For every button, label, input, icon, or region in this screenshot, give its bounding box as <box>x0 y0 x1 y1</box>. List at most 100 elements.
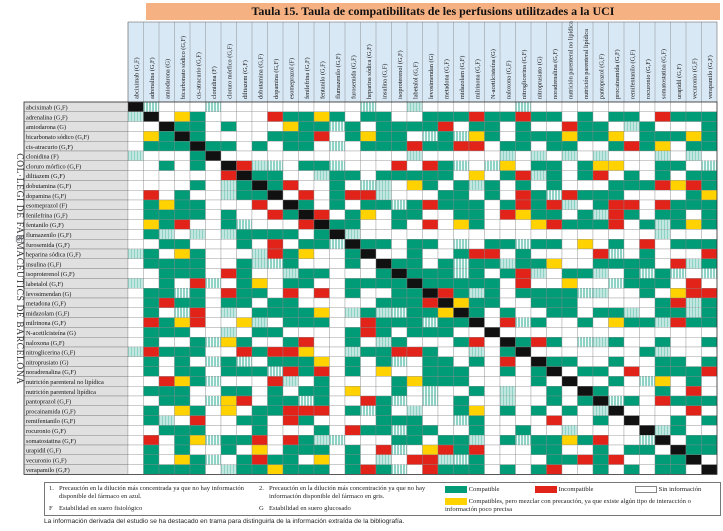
compatible-cell <box>530 376 547 387</box>
empty-cell <box>143 150 160 161</box>
empty-cell <box>546 248 563 259</box>
incompatible-cell <box>701 288 718 299</box>
compatible-cell <box>158 219 175 230</box>
empty-cell <box>530 425 547 436</box>
empty-cell <box>685 209 702 220</box>
empty-cell <box>375 101 392 112</box>
empty-cell <box>344 101 361 112</box>
empty-cell <box>484 366 501 377</box>
empty-cell <box>127 464 144 475</box>
empty-cell <box>298 425 315 436</box>
empty-cell <box>561 170 578 181</box>
compatible-cell <box>484 190 501 201</box>
empty-cell <box>484 454 501 465</box>
compatible-cell <box>298 141 315 152</box>
compatible-cell <box>267 405 284 416</box>
compatible-cell <box>267 229 284 240</box>
empty-cell <box>174 278 191 289</box>
incompatible-cell <box>360 327 377 338</box>
incompatible-cell <box>685 288 702 299</box>
compatible-cell <box>484 111 501 122</box>
compatible-cell <box>344 258 361 269</box>
compatible-cell <box>499 435 516 446</box>
compatible-cell <box>592 219 609 230</box>
compatible-cell <box>701 297 718 308</box>
compatible-cell <box>608 376 625 387</box>
compatible-cell <box>313 121 330 132</box>
compatible-cell <box>236 415 253 426</box>
compatible-cell <box>670 209 687 220</box>
compatible-cell <box>220 297 237 308</box>
compatible-cell <box>577 209 594 220</box>
empty-cell <box>422 101 439 112</box>
compatible-cell <box>189 297 206 308</box>
caution-cell <box>375 366 392 377</box>
empty-cell <box>592 297 609 308</box>
empty-cell <box>127 386 144 397</box>
caution-cell <box>437 307 454 318</box>
empty-cell <box>329 376 346 387</box>
compatible-cell <box>701 141 718 152</box>
empty-cell <box>360 435 377 446</box>
empty-cell <box>174 170 191 181</box>
compatible-cell <box>701 337 718 348</box>
row-label: metadona (G,F) <box>26 301 66 308</box>
empty-cell <box>639 190 656 201</box>
empty-cell <box>499 131 516 142</box>
compatible-cell <box>189 454 206 465</box>
empty-cell <box>499 278 516 289</box>
empty-cell <box>329 356 346 367</box>
compatible-cell <box>267 131 284 142</box>
compatible-cell <box>313 317 330 328</box>
diagonal-cell <box>530 356 547 367</box>
empty-cell <box>623 386 640 397</box>
empty-cell <box>639 454 656 465</box>
compatible-cell <box>623 268 640 279</box>
compatible-cell <box>654 131 671 142</box>
row-label: bicarbonato sódico (G,F) <box>26 134 89 141</box>
empty-cell <box>174 415 191 426</box>
incompatible-cell <box>422 464 439 475</box>
caution-cell <box>360 131 377 142</box>
empty-cell <box>127 121 144 132</box>
empty-cell <box>484 219 501 230</box>
empty-cell <box>530 121 547 132</box>
empty-cell <box>344 297 361 308</box>
diagonal-cell <box>546 366 563 377</box>
empty-cell <box>298 288 315 299</box>
compatible-cell <box>220 444 237 455</box>
compatible-cell <box>685 199 702 210</box>
compatible-cell <box>670 366 687 377</box>
compatible-cell <box>654 464 671 475</box>
diagonal-cell <box>329 229 346 240</box>
diagonal-cell <box>701 464 718 475</box>
empty-cell <box>437 180 454 191</box>
compatible-cell <box>468 356 485 367</box>
empty-cell <box>623 435 640 446</box>
incompatible-cell <box>654 111 671 122</box>
compatible-cell <box>143 464 160 475</box>
empty-cell <box>251 376 268 387</box>
compatible-cell <box>236 268 253 279</box>
compatible-cell <box>670 464 687 475</box>
compatible-cell <box>391 317 408 328</box>
empty-cell <box>577 150 594 161</box>
compatible-cell <box>282 111 299 122</box>
compatible-cell <box>313 376 330 387</box>
empty-cell <box>236 444 253 455</box>
row-label: pantoprazol (G,F) <box>26 399 71 406</box>
compatible-cell <box>313 239 330 250</box>
compatible-cell <box>391 297 408 308</box>
compatible-cell <box>484 297 501 308</box>
compatible-cell <box>670 395 687 406</box>
empty-cell <box>654 288 671 299</box>
compatible-cell <box>375 297 392 308</box>
compatible-cell <box>360 111 377 122</box>
row-label: procainamida (G,F) <box>26 408 76 415</box>
empty-cell <box>623 131 640 142</box>
empty-cell <box>158 405 175 416</box>
empty-cell <box>546 425 563 436</box>
empty-cell <box>329 346 346 357</box>
compatible-cell <box>236 288 253 299</box>
compatible-cell <box>577 435 594 446</box>
